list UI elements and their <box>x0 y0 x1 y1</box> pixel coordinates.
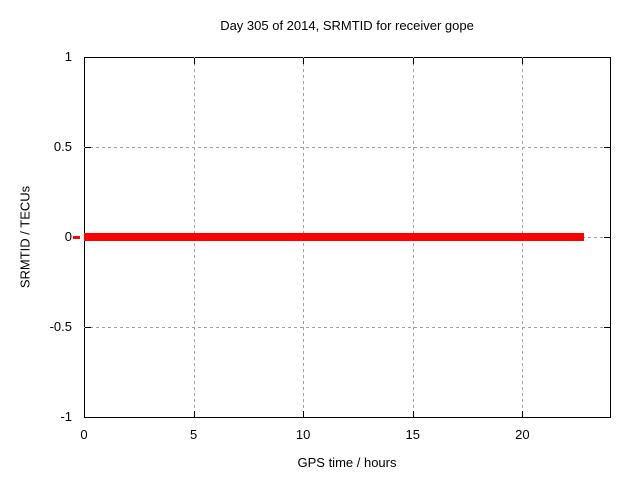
y-tick-mark-left <box>85 327 91 328</box>
x-tick-mark-bottom <box>412 411 414 417</box>
x-tick-mark-bottom <box>193 411 195 417</box>
x-tick-mark-bottom <box>303 411 305 417</box>
y-grid-line <box>84 327 610 328</box>
y-tick-mark-left <box>85 147 91 148</box>
x-tick-label: 5 <box>189 427 198 442</box>
x-tick-label: 20 <box>515 427 530 442</box>
x-axis-label: GPS time / hours <box>297 455 397 470</box>
y-grid-line <box>84 147 610 148</box>
series-line-srmtid <box>84 233 584 241</box>
red-zero-tick <box>73 236 80 239</box>
x-tick-label: 15 <box>405 427 420 442</box>
x-tick-mark-top <box>412 58 414 64</box>
y-tick-mark-right <box>604 237 610 238</box>
y-tick-label: -0.5 <box>49 319 72 334</box>
x-tick-label: 10 <box>295 427 311 442</box>
y-tick-mark-right <box>604 327 610 328</box>
x-tick-mark-top <box>303 58 305 64</box>
x-tick-mark-bottom <box>522 411 524 417</box>
y-tick-label: -1 <box>60 409 72 424</box>
chart-title: Day 305 of 2014, SRMTID for receiver gop… <box>220 18 474 33</box>
x-tick-label: 0 <box>80 427 88 442</box>
y-tick-label: 0.5 <box>53 139 72 154</box>
x-tick-mark-top <box>522 58 524 64</box>
y-tick-label: 0 <box>64 229 72 244</box>
x-tick-mark-top <box>193 58 195 64</box>
y-tick-label: 1 <box>64 49 72 64</box>
y-tick-mark-right <box>604 147 610 148</box>
